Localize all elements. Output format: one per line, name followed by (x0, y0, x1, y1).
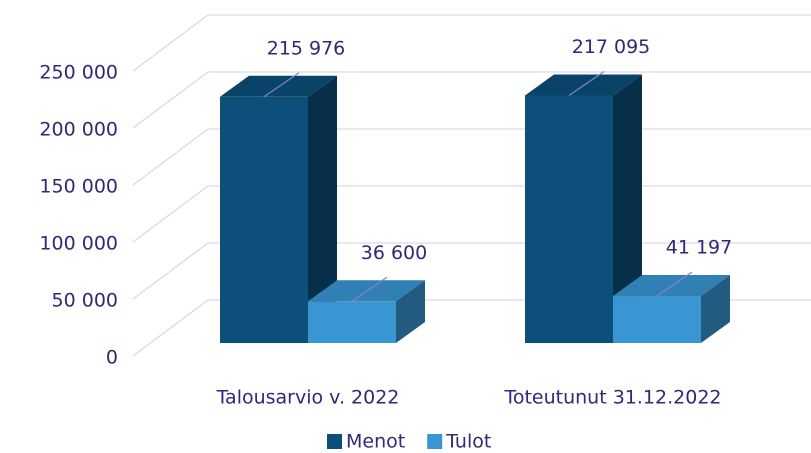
value-label: 36 600 (361, 242, 427, 264)
y-tick-label: 0 (106, 347, 118, 369)
grid-line (132, 14, 811, 72)
bar-side (308, 75, 337, 344)
legend-label: Tulot (445, 431, 491, 453)
leader-line (568, 71, 605, 97)
x-tick-label: Toteutunut 31.12.2022 (503, 387, 721, 409)
leader-line (656, 271, 693, 297)
value-label: 41 197 (666, 237, 732, 259)
leader-line (263, 72, 300, 98)
value-label: 217 095 (572, 36, 651, 58)
y-tick-label: 150 000 (39, 176, 118, 198)
legend-swatch (427, 434, 443, 449)
legend-label: Menot (346, 431, 405, 453)
y-tick-label: 100 000 (39, 233, 118, 255)
value-label: 215 976 (267, 37, 346, 59)
bar (613, 296, 701, 343)
bar-side (396, 280, 425, 343)
y-tick-label: 200 000 (39, 119, 118, 141)
bar (220, 96, 308, 344)
legend-swatch (327, 434, 342, 449)
grid-line (132, 71, 811, 129)
y-tick-label: 50 000 (52, 290, 118, 312)
bar-side (613, 74, 642, 343)
bar (308, 301, 396, 343)
x-tick-label: Talousarvio v. 2022 (216, 387, 400, 409)
bar-side (701, 275, 730, 343)
y-tick-label: 250 000 (39, 62, 118, 84)
bar (525, 95, 613, 343)
leader-line (351, 276, 388, 302)
